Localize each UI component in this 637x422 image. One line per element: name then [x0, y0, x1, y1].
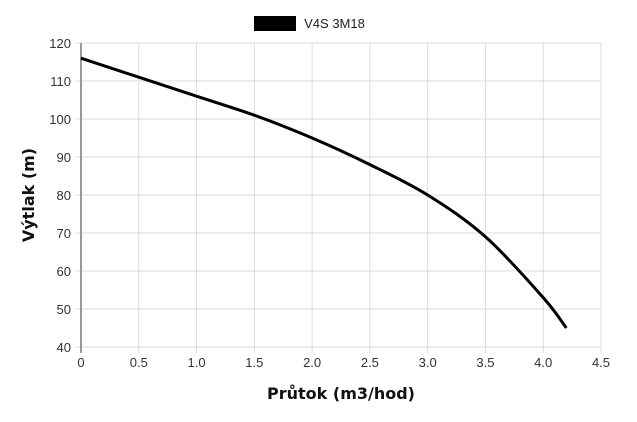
x-tick-label: 0.5 — [130, 355, 148, 370]
x-tick-label: 4.0 — [534, 355, 552, 370]
y-tick-label: 90 — [57, 150, 71, 165]
y-tick-label: 100 — [49, 112, 71, 127]
x-tick-label: 1.5 — [245, 355, 263, 370]
x-tick-label: 3.5 — [476, 355, 494, 370]
x-tick-label: 1.0 — [188, 355, 206, 370]
x-tick-label: 2.0 — [303, 355, 321, 370]
y-tick-label: 70 — [57, 226, 71, 241]
y-tick-label: 120 — [49, 36, 71, 51]
y-axis-title: Výtlak (m) — [19, 148, 38, 242]
y-tick-label: 110 — [50, 74, 71, 89]
x-tick-label: 2.5 — [361, 355, 379, 370]
y-tick-label: 40 — [57, 340, 71, 355]
y-tick-label: 60 — [57, 264, 71, 279]
x-axis-title: Průtok (m3/hod) — [267, 384, 415, 403]
x-tick-label: 0 — [77, 355, 84, 370]
y-tick-label: 50 — [57, 302, 71, 317]
legend-label[interactable]: V4S 3M18 — [304, 16, 365, 31]
x-tick-label: 3.0 — [419, 355, 437, 370]
x-tick-label: 4.5 — [592, 355, 610, 370]
series-line — [80, 56, 568, 329]
chart-legend: V4S 3M18 — [0, 16, 637, 31]
y-tick-label: 80 — [57, 188, 71, 203]
legend-swatch[interactable] — [254, 16, 297, 31]
